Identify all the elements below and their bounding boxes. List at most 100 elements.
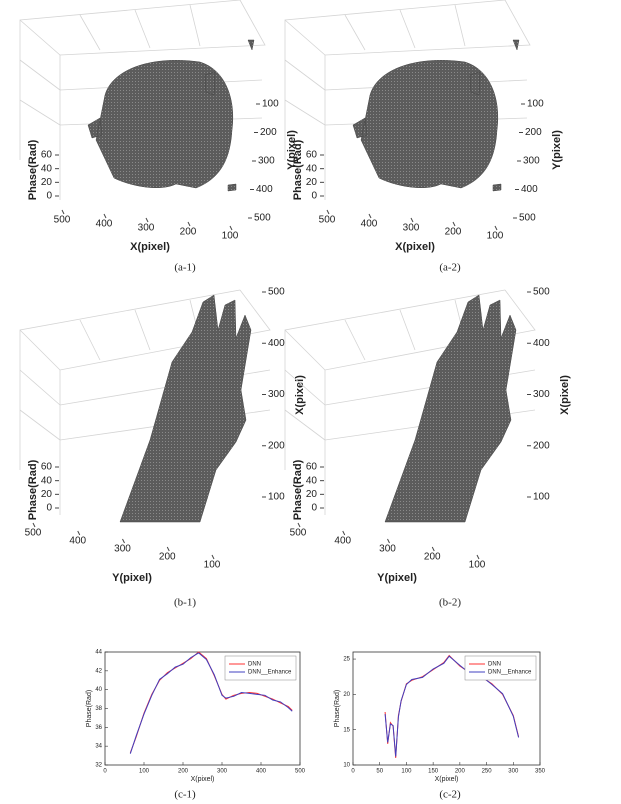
z-tick-label: 0 [311, 191, 317, 202]
legend-label: DNN [248, 662, 261, 668]
y-tick-label: 20 [343, 692, 350, 698]
y-tick-label: 34 [95, 744, 102, 750]
y-tick-label: 42 [95, 668, 102, 674]
z-tick-label: 60 [41, 150, 53, 161]
x-tick-label: 200 [178, 769, 189, 775]
panel: 0204060500400300200100500400300200100Pha… [285, 287, 571, 609]
bottom-axis-label: X(pixel) [130, 241, 170, 253]
z-tick-label: 20 [41, 177, 53, 188]
bottom-axis-label: Y(pixel) [112, 572, 152, 584]
x-tick-label: 200 [455, 769, 466, 775]
figure: 0204060500400300200100100200300400500Pha… [0, 0, 621, 804]
z-tick-label: 0 [311, 503, 317, 514]
tick-mark [230, 226, 232, 230]
y-tick-label: 36 [95, 725, 102, 731]
tick-mark [123, 539, 125, 543]
caption: (c-2) [439, 789, 461, 801]
bottom-tick-label: 300 [403, 223, 420, 234]
z-axis-label: Phase(Rad) [292, 459, 304, 520]
tick-mark [104, 214, 106, 218]
x-tick-label: 500 [295, 769, 306, 775]
bottom-tick-label: 100 [204, 560, 221, 571]
y-tick-label: 40 [95, 687, 102, 693]
tick-mark [369, 214, 371, 218]
bottom-tick-label: 300 [138, 223, 155, 234]
legend-label: DNN__Enhance [488, 670, 532, 676]
right-tick-label: 500 [268, 287, 285, 298]
tick-mark [388, 539, 390, 543]
x-tick-label: 300 [508, 769, 519, 775]
z-tick-label: 60 [306, 462, 318, 473]
y-tick-label: 44 [95, 650, 102, 656]
bottom-axis-label: X(pixel) [395, 241, 435, 253]
surface [120, 295, 251, 522]
bottom-tick-label: 100 [487, 231, 504, 242]
surface [385, 295, 516, 522]
bottom-tick-label: 100 [222, 231, 239, 242]
caption: (b-1) [174, 597, 196, 609]
bottom-tick-label: 300 [114, 544, 131, 555]
bottom-tick-label: 500 [25, 528, 42, 539]
right-tick-label: 400 [521, 184, 538, 195]
bottom-tick-label: 200 [180, 227, 197, 238]
legend-box [465, 656, 536, 680]
bottom-tick-label: 200 [159, 552, 176, 563]
bottom-tick-label: 400 [334, 536, 351, 547]
tick-mark [343, 531, 345, 535]
tick-mark [78, 531, 80, 535]
x-tick-label: 400 [256, 769, 267, 775]
right-tick-label: 100 [268, 492, 285, 503]
x-tick-label: 300 [217, 769, 228, 775]
x-axis-label: X(pixel) [191, 776, 215, 783]
right-axis-label: X(pixel) [294, 375, 306, 415]
z-axis-label: Phase(Rad) [292, 139, 304, 200]
y-tick-label: 38 [95, 706, 102, 712]
tick-mark [411, 218, 413, 222]
tick-mark [167, 547, 169, 551]
x-tick-label: 100 [401, 769, 412, 775]
legend-label: DNN [488, 662, 501, 668]
tick-mark [477, 555, 479, 559]
caption: (a-2) [439, 262, 461, 274]
z-axis-label: Phase(Rad) [27, 459, 39, 520]
tick-mark [212, 555, 214, 559]
right-axis-label: X(pixel) [559, 375, 571, 415]
right-tick-label: 500 [533, 287, 550, 298]
bottom-tick-label: 500 [319, 215, 336, 226]
z-tick-label: 60 [41, 462, 53, 473]
bottom-tick-label: 500 [54, 215, 71, 226]
x-tick-label: 0 [103, 769, 107, 775]
bottom-tick-label: 500 [290, 528, 307, 539]
right-tick-label: 100 [527, 99, 544, 110]
caption: (c-1) [174, 789, 196, 801]
x-tick-label: 50 [376, 769, 383, 775]
bottom-tick-label: 100 [469, 560, 486, 571]
tick-mark [495, 226, 497, 230]
y-axis-label: Phase(Rad) [334, 690, 341, 727]
x-tick-label: 150 [428, 769, 439, 775]
tick-mark [188, 222, 190, 226]
right-axis-label: Y(pixel) [551, 130, 563, 170]
tick-mark [432, 547, 434, 551]
panel: 0204060500400300200100500400300200100Pha… [20, 287, 306, 609]
caption: (b-2) [439, 597, 461, 609]
right-tick-label: 100 [262, 99, 279, 110]
y-axis-label: Phase(Rad) [86, 690, 93, 727]
tick-mark [62, 210, 64, 214]
z-tick-label: 60 [306, 150, 318, 161]
right-tick-label: 400 [256, 184, 273, 195]
x-tick-label: 250 [482, 769, 493, 775]
right-tick-label: 200 [533, 440, 550, 451]
right-tick-label: 200 [268, 440, 285, 451]
z-tick-label: 20 [306, 489, 318, 500]
x-tick-label: 0 [351, 769, 355, 775]
tick-mark [33, 523, 35, 527]
z-tick-label: 0 [46, 503, 52, 514]
right-tick-label: 300 [533, 389, 550, 400]
y-tick-label: 32 [95, 763, 102, 769]
y-tick-label: 10 [343, 763, 350, 769]
z-tick-label: 0 [46, 191, 52, 202]
z-tick-label: 20 [306, 177, 318, 188]
bottom-tick-label: 200 [424, 552, 441, 563]
